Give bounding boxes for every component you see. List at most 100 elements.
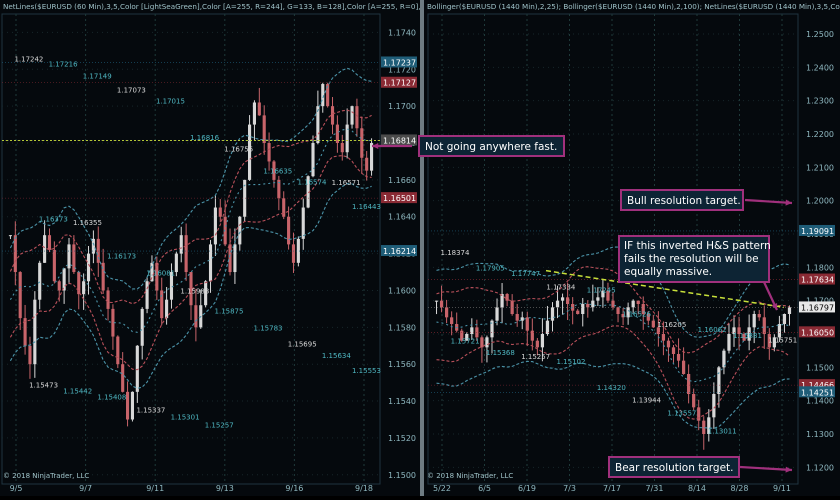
candle [169, 263, 174, 309]
candle-body [125, 391, 130, 420]
candle-body [18, 272, 22, 319]
candle [742, 332, 746, 341]
candle-body [777, 324, 782, 338]
candle [656, 311, 660, 347]
price-tag: 1.16501 [381, 192, 417, 204]
candle-body [737, 327, 741, 334]
chart-value-label: 1.17015 [156, 97, 185, 105]
candle-body [787, 307, 792, 314]
arrow-head-icon [372, 142, 379, 150]
time-tick-label: 9/7 [79, 484, 92, 493]
price-tick-label: 1.1500 [388, 471, 416, 480]
candle [72, 235, 76, 274]
chart-value-label: 1.17073 [117, 87, 146, 95]
candle-body [243, 179, 247, 217]
time-tick-label: 9/13 [216, 484, 234, 493]
price-tag-text: 1.17634 [801, 276, 834, 285]
candle-body [238, 216, 242, 245]
candle [335, 115, 339, 153]
candle-body [611, 300, 615, 308]
time-tick-label: 6/19 [518, 484, 536, 493]
left-chart-panel: 9/5 9/7 9/11 9/13 9/16 9/18 1.1740 1.1720 1.1700… [0, 0, 446, 496]
candle [350, 105, 354, 129]
candle-body [762, 317, 766, 334]
candle [540, 318, 545, 362]
candle-body [326, 84, 330, 107]
candle-body [606, 290, 610, 301]
candle-body [434, 300, 439, 302]
chart-value-label: 1.13944 [632, 397, 661, 405]
annotation-bear-target-arrow [739, 465, 793, 472]
candle-body [116, 336, 120, 365]
chart-value-label: 1.15881 [733, 332, 762, 340]
candle-body [130, 391, 135, 420]
candle [121, 352, 125, 393]
price-tag-box [799, 379, 835, 391]
time-tick-label: 9/18 [355, 484, 373, 493]
time-tick-label: 7/17 [603, 484, 621, 493]
candle [91, 230, 95, 264]
candle [13, 221, 17, 286]
candle-body [160, 290, 164, 319]
candle-body [576, 310, 580, 314]
candle [560, 293, 565, 315]
candle-body [752, 314, 756, 328]
candle-body [566, 297, 570, 304]
candle-body [355, 106, 359, 129]
candle [306, 175, 310, 209]
candle [762, 305, 766, 349]
candle [101, 248, 105, 294]
candle-body [194, 305, 198, 328]
candle-body [707, 417, 711, 434]
candle-body [155, 262, 159, 291]
panel-divider[interactable] [420, 0, 424, 496]
candle-body [722, 350, 726, 368]
price-tag-box [381, 134, 417, 146]
candle-body [515, 314, 519, 321]
price-tick-label: 1.2300 [806, 97, 834, 106]
candle [184, 223, 188, 281]
candle-body [145, 281, 149, 309]
candle [752, 310, 756, 344]
candle-body [277, 179, 281, 199]
candle [189, 271, 193, 320]
candle [525, 311, 529, 347]
candle [247, 115, 252, 181]
candle-body [712, 394, 716, 418]
candle-body [340, 143, 344, 153]
chart-value-label: 1.16443 [352, 203, 381, 211]
candle [116, 335, 120, 369]
candle-body [460, 330, 464, 341]
candle-body [121, 364, 125, 392]
candle [470, 318, 474, 340]
middle-band [436, 302, 790, 383]
candle-body [23, 318, 27, 346]
candle [160, 277, 164, 326]
middle-band [9, 128, 372, 333]
candle-body [247, 124, 252, 180]
candle [702, 416, 706, 450]
time-tick-label: 8/28 [731, 484, 749, 493]
candle [450, 311, 454, 336]
candle [330, 97, 335, 135]
candle-body [8, 235, 13, 237]
candle-body [330, 106, 335, 125]
price-tick-label: 1.1600 [388, 286, 416, 295]
candle-body [140, 308, 144, 346]
candle [520, 311, 524, 330]
price-tag: 1.17634 [799, 273, 835, 285]
annotation-bull-target-arrow [744, 198, 793, 205]
annotation-bull-text: Bull resolution target. [627, 195, 741, 207]
price-tag-text: 1.14466 [801, 381, 834, 390]
candle [345, 108, 349, 159]
candle [772, 334, 776, 352]
annotation-hs-pattern-box [618, 235, 770, 283]
price-tag-text: 1.16214 [383, 247, 416, 256]
chart-value-label: 1.15102 [556, 358, 585, 366]
candle [252, 100, 257, 141]
candle [707, 409, 711, 442]
price-tick-label: 1.1500 [806, 363, 834, 372]
candle [287, 206, 291, 250]
time-tick-label: 5/22 [433, 484, 451, 493]
candle-body [208, 244, 213, 282]
